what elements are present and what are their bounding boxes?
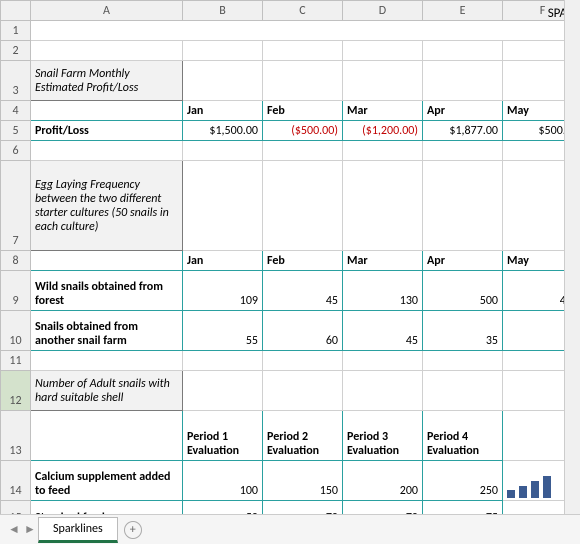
cell[interactable]: [263, 141, 343, 161]
section1-title[interactable]: Snail Farm Monthly Estimated Profit/Loss: [31, 61, 183, 101]
cell[interactable]: [183, 61, 263, 101]
row-header[interactable]: 5: [1, 121, 31, 141]
spark-bar: [531, 481, 539, 498]
month-header[interactable]: Feb: [263, 101, 343, 121]
cell[interactable]: [183, 161, 263, 251]
cell[interactable]: [183, 351, 263, 371]
period-header[interactable]: Period 2 Evaluation: [263, 411, 343, 461]
cell[interactable]: [343, 161, 423, 251]
row-header[interactable]: 4: [1, 101, 31, 121]
month-header[interactable]: Feb: [263, 251, 343, 271]
cell[interactable]: [263, 61, 343, 101]
cell[interactable]: [263, 41, 343, 61]
val[interactable]: 500: [423, 271, 503, 311]
cell[interactable]: [423, 351, 503, 371]
spark-bar: [543, 476, 551, 498]
row-header[interactable]: 8: [1, 251, 31, 271]
cell[interactable]: [423, 371, 503, 411]
profit-loss-label[interactable]: Profit/Loss: [31, 121, 183, 141]
section2-title[interactable]: Egg Laying Frequency between the two dif…: [31, 161, 183, 251]
val[interactable]: 55: [183, 311, 263, 351]
pl-val[interactable]: $1,500.00: [183, 121, 263, 141]
cell[interactable]: [423, 41, 503, 61]
tab-nav-prev-icon[interactable]: ◄: [6, 522, 16, 537]
spreadsheet-grid: A B C D E F 1 2 3 Snail Farm Monthly Est…: [0, 0, 580, 528]
pl-val[interactable]: ($500.00): [263, 121, 343, 141]
spark-bar: [519, 486, 527, 498]
cell[interactable]: [183, 41, 263, 61]
cell[interactable]: [343, 371, 423, 411]
tab-nav-next-icon[interactable]: ►: [22, 522, 32, 537]
cell[interactable]: [31, 251, 183, 271]
col-header-D[interactable]: D: [343, 1, 423, 21]
row-header[interactable]: 6: [1, 141, 31, 161]
section3-title[interactable]: Number of Adult snails with hard suitabl…: [31, 371, 183, 411]
cell[interactable]: [263, 371, 343, 411]
cell[interactable]: [183, 141, 263, 161]
vertical-scrollbar[interactable]: [564, 0, 580, 514]
val[interactable]: 45: [263, 271, 343, 311]
calcium-label[interactable]: Calcium supplement added to feed: [31, 461, 183, 501]
cell[interactable]: [343, 351, 423, 371]
month-header[interactable]: Jan: [183, 101, 263, 121]
row-header[interactable]: 13: [1, 411, 31, 461]
val[interactable]: 35: [423, 311, 503, 351]
month-header[interactable]: Mar: [343, 101, 423, 121]
cell[interactable]: [31, 41, 183, 61]
wild-snails-label[interactable]: Wild snails obtained from forest: [31, 271, 183, 311]
col-header-E[interactable]: E: [423, 1, 503, 21]
period-header[interactable]: Period 1 Evaluation: [183, 411, 263, 461]
farm-snails-label[interactable]: Snails obtained from another snail farm: [31, 311, 183, 351]
cell[interactable]: [343, 61, 423, 101]
col-header-B[interactable]: B: [183, 1, 263, 21]
month-header[interactable]: Mar: [343, 251, 423, 271]
cell[interactable]: [423, 141, 503, 161]
val[interactable]: 130: [343, 271, 423, 311]
col-header-A[interactable]: A: [31, 1, 183, 21]
sheet-tab-sparklines[interactable]: Sparklines: [38, 517, 118, 543]
select-all-corner[interactable]: [1, 1, 31, 21]
period-header[interactable]: Period 3 Evaluation: [343, 411, 423, 461]
row-header[interactable]: 10: [1, 311, 31, 351]
row-header[interactable]: 3: [1, 61, 31, 101]
month-header[interactable]: Apr: [423, 101, 503, 121]
cell[interactable]: [423, 61, 503, 101]
cell[interactable]: [343, 141, 423, 161]
val[interactable]: 100: [183, 461, 263, 501]
val[interactable]: 150: [263, 461, 343, 501]
row-header[interactable]: 7: [1, 161, 31, 251]
cell[interactable]: [263, 161, 343, 251]
row-header[interactable]: 1: [1, 21, 31, 41]
row-header[interactable]: 2: [1, 41, 31, 61]
row-header[interactable]: 12: [1, 371, 31, 411]
cell[interactable]: [31, 411, 183, 461]
cell[interactable]: [31, 351, 183, 371]
cell[interactable]: [31, 21, 580, 41]
row-header[interactable]: 9: [1, 271, 31, 311]
pl-val[interactable]: ($1,200.00): [343, 121, 423, 141]
cell[interactable]: [343, 41, 423, 61]
cell[interactable]: [31, 141, 183, 161]
spark-bar: [507, 490, 515, 498]
val[interactable]: 250: [423, 461, 503, 501]
val[interactable]: 60: [263, 311, 343, 351]
pl-val[interactable]: $1,877.00: [423, 121, 503, 141]
val[interactable]: 45: [343, 311, 423, 351]
row-header[interactable]: 14: [1, 461, 31, 501]
period-header[interactable]: Period 4 Evaluation: [423, 411, 503, 461]
col-header-C[interactable]: C: [263, 1, 343, 21]
cell[interactable]: [263, 351, 343, 371]
val[interactable]: 109: [183, 271, 263, 311]
row-header[interactable]: 11: [1, 351, 31, 371]
sheet-tab-bar: ◄ ► Sparklines +: [0, 514, 580, 544]
month-header[interactable]: Jan: [183, 251, 263, 271]
month-header[interactable]: Apr: [423, 251, 503, 271]
add-sheet-button[interactable]: +: [124, 521, 142, 539]
cell[interactable]: [423, 161, 503, 251]
cell[interactable]: [183, 371, 263, 411]
cell[interactable]: [31, 101, 183, 121]
val[interactable]: 200: [343, 461, 423, 501]
